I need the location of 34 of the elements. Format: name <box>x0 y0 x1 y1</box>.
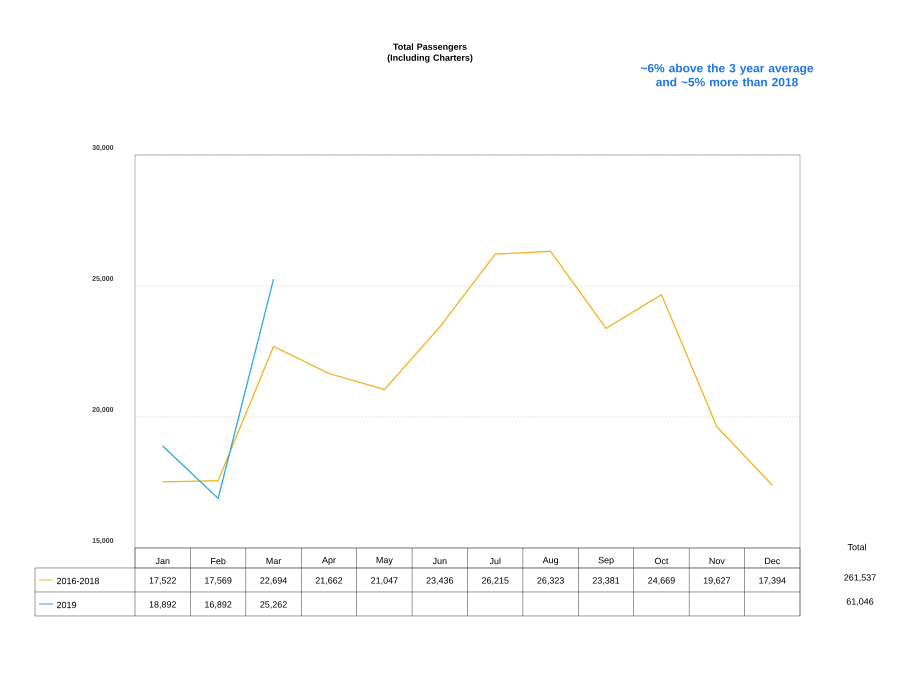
data-label: 26,323 <box>537 577 564 585</box>
x-tick-label: Aug <box>542 556 558 565</box>
data-label: 18,892 <box>150 601 176 609</box>
data-label: 16,892 <box>205 601 232 609</box>
x-tick-label: Apr <box>322 556 336 565</box>
data-label: 23,381 <box>592 577 620 585</box>
text: Total <box>848 544 866 550</box>
legend-label: 2016-2018 <box>56 578 100 584</box>
x-tick-label: Jan <box>156 558 170 564</box>
x-tick-label: Dec <box>765 558 780 564</box>
data-label: 26,215 <box>482 577 509 585</box>
x-tick-label: Sep <box>598 556 614 566</box>
legend-label: 2019 <box>56 602 76 608</box>
text: 261,537 <box>844 574 876 582</box>
text: ~6% above the 3 year average and ~5% more than 2018 <box>640 64 814 86</box>
x-tick-label: May <box>376 556 393 565</box>
data-label: 23,436 <box>426 577 454 585</box>
data-label: 25,262 <box>260 601 287 609</box>
data-label: 24,669 <box>648 577 675 585</box>
text: 61,046 <box>846 598 874 606</box>
x-tick-label: Mar <box>266 558 282 564</box>
chart-title: Total Passengers (Including Charters) <box>388 43 472 63</box>
x-tick-label: Nov <box>710 558 725 564</box>
data-label: 21,047 <box>371 577 398 585</box>
x-tick-label: Feb <box>211 558 226 564</box>
data-label: 22,694 <box>260 577 287 585</box>
data-label: 17,522 <box>150 577 176 585</box>
x-tick-label: Oct <box>654 558 668 564</box>
data-label: 17,569 <box>205 577 232 585</box>
x-tick-label: Jul <box>490 558 500 564</box>
x-tick-label: Jun <box>432 558 446 564</box>
data-label: 21,662 <box>316 577 342 585</box>
data-label: 17,394 <box>759 577 786 585</box>
data-label: 19,627 <box>704 577 730 585</box>
